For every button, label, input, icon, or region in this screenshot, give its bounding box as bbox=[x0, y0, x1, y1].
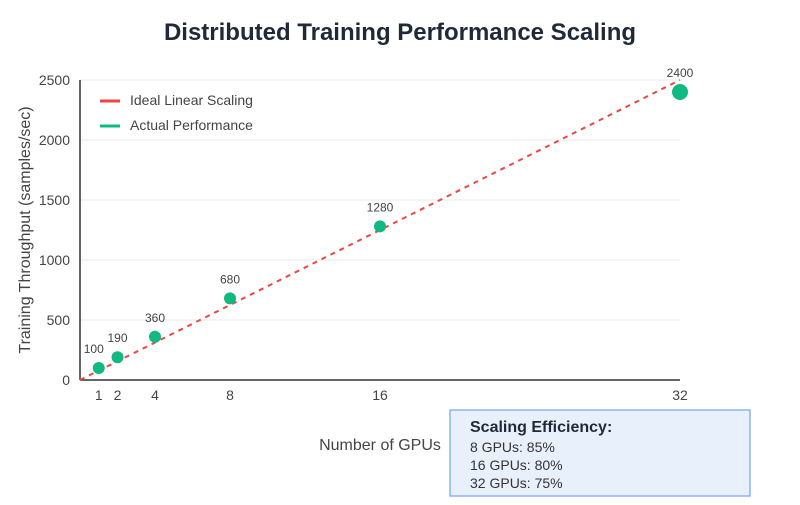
data-point bbox=[149, 330, 161, 343]
chart-title: Distributed Training Performance Scaling bbox=[164, 19, 636, 46]
x-axis-label: Number of GPUs bbox=[319, 437, 441, 454]
y-axis-label: Training Throughput (samples/sec) bbox=[17, 106, 34, 353]
data-label: 680 bbox=[220, 272, 240, 286]
x-tick-label: 16 bbox=[372, 387, 388, 403]
efficiency-title: Scaling Efficiency: bbox=[470, 419, 612, 436]
data-point bbox=[111, 351, 124, 364]
efficiency-box: Scaling Efficiency: 8 GPUs: 85% 16 GPUs:… bbox=[449, 409, 751, 497]
data-label: 2400 bbox=[667, 66, 694, 80]
x-tick-label: 1 bbox=[95, 387, 103, 403]
efficiency-line: 16 GPUs: 80% bbox=[470, 457, 563, 473]
y-tick-label: 1000 bbox=[39, 252, 70, 268]
legend: Ideal Linear Scaling Actual Performance bbox=[100, 92, 253, 133]
legend-label-actual: Actual Performance bbox=[130, 117, 253, 133]
ideal-scaling-line bbox=[79, 79, 681, 381]
y-tick-label: 500 bbox=[47, 312, 71, 328]
y-tick-label: 2500 bbox=[39, 72, 70, 88]
data-label: 190 bbox=[107, 331, 127, 345]
data-point bbox=[224, 292, 236, 305]
data-point bbox=[92, 362, 105, 374]
data-point bbox=[672, 84, 688, 100]
y-tick-label: 1500 bbox=[39, 192, 70, 208]
efficiency-line: 8 GPUs: 85% bbox=[470, 439, 555, 455]
data-label: 1280 bbox=[367, 200, 394, 214]
data-point bbox=[374, 220, 386, 233]
x-tick-label: 8 bbox=[226, 387, 234, 403]
y-tick-label: 0 bbox=[62, 372, 70, 388]
x-tick-label: 32 bbox=[672, 387, 688, 403]
data-label: 100 bbox=[84, 342, 104, 356]
y-tick-label: 2000 bbox=[39, 132, 70, 148]
x-tick-label: 4 bbox=[151, 387, 159, 403]
legend-label-ideal: Ideal Linear Scaling bbox=[130, 92, 253, 108]
data-label: 360 bbox=[145, 311, 165, 325]
grid bbox=[80, 79, 680, 321]
x-tick-label: 2 bbox=[114, 387, 122, 403]
efficiency-line: 32 GPUs: 75% bbox=[470, 475, 563, 491]
